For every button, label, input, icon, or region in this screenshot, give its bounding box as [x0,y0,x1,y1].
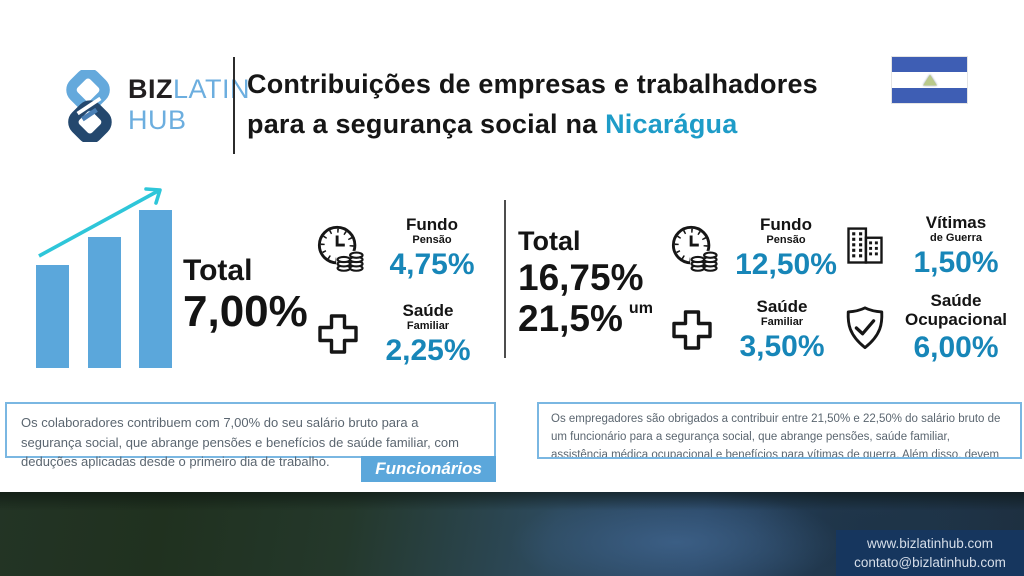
stat-sublabel: de Guerra [930,232,982,244]
stat-label: Saúde [756,297,808,316]
stat-label: Saúde [930,291,982,310]
stat-value: 4,75% [389,248,475,282]
stat-sublabel: Ocupacional [904,310,1008,329]
stat-employees-saude-familiar: Saúde Familiar 2,25% [316,302,484,367]
stat-employers-vitimas-de-guerra: Vítimas de Guerra 1,50% [842,214,1012,279]
title-country: Nicarágua [605,109,738,139]
bizlatinhub-logo: BIZLATIN HUB [58,70,250,142]
title-line1: Contribuições de empresas e trabalhadore… [247,69,818,99]
stat-text: Vítimas de Guerra 1,50% [900,214,1012,279]
bizlatinhub-logo-icon [66,70,112,142]
nicaragua-flag-icon [892,57,967,103]
employees-description: Os colaboradores contribuem com 7,00% do… [21,415,459,469]
employers-total-label: Total [518,226,581,256]
shield-check-icon [846,306,884,349]
bar-2 [88,237,121,368]
stat-label: Saúde [402,301,454,320]
footer-contact-card: www.bizlatinhub.com contato@bizlatinhub.… [836,530,1024,576]
stat-sublabel: Pensão [412,234,452,246]
logo-biz: BIZ [128,74,173,104]
stat-text: Saúde Familiar 3,50% [726,298,838,363]
landscape-photo: www.bizlatinhub.com contato@bizlatinhub.… [0,492,1024,576]
bar-3 [139,210,172,368]
employers-total-value-2: 21,5% um [518,298,653,340]
stat-value: 6,00% [913,330,999,364]
stat-value: 2,25% [385,334,471,368]
employees-total-value: 7,00% [183,287,308,336]
stat-text: Saúde Ocupacional 6,00% [900,292,1012,363]
stat-sublabel: Familiar [760,316,804,328]
stat-text: Fundo Pensão 4,75% [376,216,488,281]
medical-cross-icon [318,314,358,355]
stat-employees-fundo-pensao: Fundo Pensão 4,75% [316,216,488,281]
bar-1 [36,265,69,368]
flag-emblem [922,74,937,86]
stat-label: Fundo [760,215,812,234]
logo-hub: HUB [128,105,187,135]
flag-stripe-bottom [892,88,967,103]
clock-coins-icon [317,226,364,273]
bizlatinhub-logo-text: BIZLATIN HUB [128,76,250,134]
stat-label: Fundo [406,215,458,234]
growth-bar-chart [30,180,182,368]
employees-total: Total 7,00% [183,254,308,335]
section-divider [504,200,506,358]
medical-cross-icon [672,310,712,351]
employers-description: Os empregadores são obrigados a contribu… [551,413,1001,459]
stat-employers-saude-familiar: Saúde Familiar 3,50% [670,298,838,363]
employers-info-box: Os empregadores são obrigados a contribu… [537,402,1022,459]
stat-value: 12,50% [735,248,837,282]
buildings-icon [847,227,883,265]
growth-arrow-icon [38,187,162,258]
stat-employers-fundo-pensao: Fundo Pensão 12,50% [670,216,842,281]
footer-website: www.bizlatinhub.com [866,536,994,551]
footer-email: contato@bizlatinhub.com [854,555,1006,570]
flag-stripe-top [892,57,967,72]
stat-text: Fundo Pensão 12,50% [730,216,842,281]
title-line2: para a segurança social na [247,109,598,139]
stat-value: 1,50% [913,246,999,280]
stat-sublabel: Familiar [406,320,450,332]
logo-latin: LATIN [173,74,251,104]
employers-total-suffix: um [628,300,653,318]
employers-total: Total 16,75% 21,5% um [518,226,653,340]
header-divider [233,57,235,154]
stat-text: Saúde Familiar 2,25% [372,302,484,367]
employers-total-value-1: 16,75% [518,257,644,299]
stat-sublabel: Pensão [766,234,806,246]
page-title: Contribuições de empresas e trabalhadore… [247,64,818,144]
stat-label: Vítimas [925,213,987,232]
clock-coins-icon [671,226,718,273]
employees-info-box: Os colaboradores contribuem com 7,00% do… [5,402,496,482]
employees-tab: Funcionários [361,456,496,482]
stat-employers-saude-ocupacional: Saúde Ocupacional 6,00% [842,292,1012,363]
employees-total-label: Total [183,254,253,287]
stat-value: 3,50% [739,330,825,364]
